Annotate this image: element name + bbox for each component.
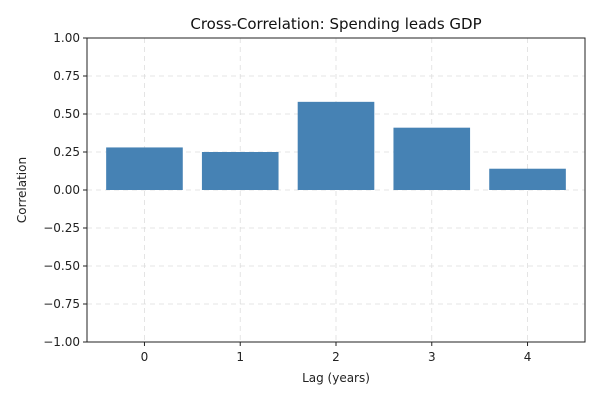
x-tick-label: 2 [332,350,340,364]
y-tick-label: 0.75 [53,69,80,83]
x-tick-label: 1 [236,350,244,364]
y-axis-ticks: −1.00 −0.75 −0.50 −0.25 0.00 0.25 0.50 0.75 1.00 [43,31,87,349]
bar-lag-0 [106,147,183,190]
y-tick-label: −1.00 [43,335,80,349]
chart-title: Cross-Correlation: Spending leads GDP [190,15,481,33]
y-axis-label: Correlation [15,157,29,223]
y-tick-label: −0.75 [43,297,80,311]
bar-lag-1 [201,152,279,190]
x-tick-label: 0 [141,350,149,364]
y-tick-label: 0.00 [53,183,80,197]
x-axis-label: Lag (years) [302,371,370,385]
y-tick-label: −0.50 [43,259,80,273]
x-axis-ticks: 0 1 2 3 4 [141,342,532,364]
bar-lag-2 [297,101,375,190]
x-tick-label: 3 [428,350,436,364]
y-tick-label: 1.00 [53,31,80,45]
x-tick-label: 4 [524,350,532,364]
bars [106,101,566,190]
bar-lag-3 [393,127,471,190]
bar-lag-4 [489,168,566,190]
y-tick-label: −0.25 [43,221,80,235]
y-tick-label: 0.50 [53,107,80,121]
y-tick-label: 0.25 [53,145,80,159]
